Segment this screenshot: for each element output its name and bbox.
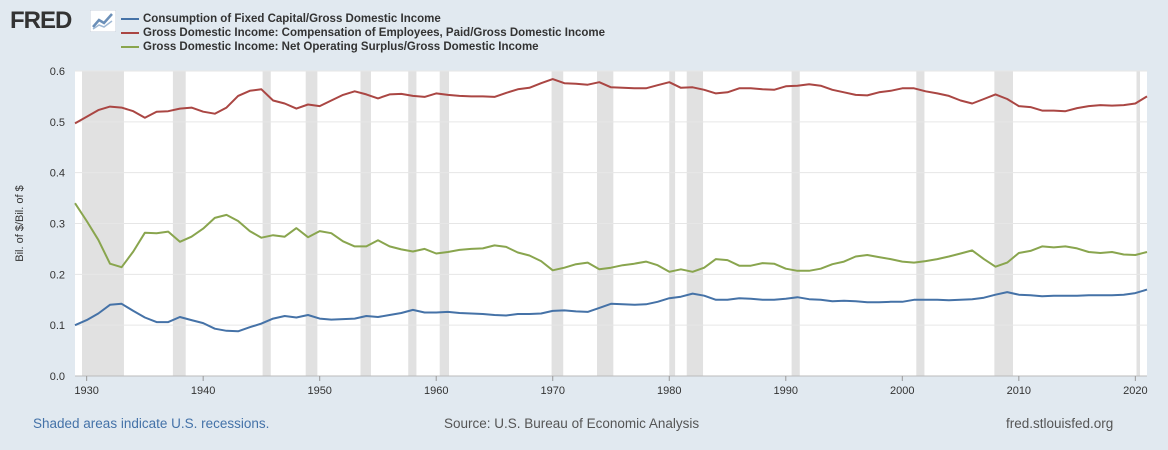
legend-item-compensation[interactable]: Gross Domestic Income: Compensation of E… — [121, 26, 605, 40]
fred-logo-text: FRED — [10, 7, 72, 34]
y-tick-label-0: 0.0 — [50, 371, 65, 383]
recession-note: Shaded areas indicate U.S. recessions. — [33, 416, 270, 431]
y-tick-label-4: 0.4 — [50, 168, 65, 180]
y-axis-title: Bil. of $/Bil. of $ — [14, 185, 26, 261]
legend-swatch-surplus — [121, 46, 139, 48]
x-tick-label-9: 2020 — [1123, 385, 1147, 397]
legend-label-cfc: Consumption of Fixed Capital/Gross Domes… — [143, 13, 441, 25]
legend-item-surplus[interactable]: Gross Domestic Income: Net Operating Sur… — [121, 40, 605, 54]
x-tick-label-6: 1990 — [774, 385, 798, 397]
legend-label-compensation: Gross Domestic Income: Compensation of E… — [143, 27, 606, 39]
source-note: Source: U.S. Bureau of Economic Analysis — [444, 416, 700, 431]
fred-logo[interactable]: FRED — [10, 8, 120, 34]
fred-graph-icon — [90, 10, 116, 32]
series-line-cfc[interactable] — [74, 288, 1148, 333]
x-tick-label-1: 1940 — [191, 385, 215, 397]
legend-label-surplus: Gross Domestic Income: Net Operating Sur… — [143, 41, 539, 53]
series-lines — [74, 78, 1148, 333]
grid-lines — [75, 70, 1147, 377]
y-tick-label-1: 0.1 — [50, 320, 65, 332]
x-tick-label-5: 1980 — [657, 385, 681, 397]
site-link[interactable]: fred.stlouisfed.org — [1006, 416, 1114, 431]
chart-legend: Consumption of Fixed Capital/Gross Domes… — [121, 12, 605, 54]
y-tick-label-2: 0.2 — [50, 269, 65, 281]
x-tick-label-4: 1970 — [540, 385, 564, 397]
x-tick-label-0: 1930 — [74, 385, 98, 397]
series-line-compensation[interactable] — [74, 78, 1148, 125]
x-tick-label-3: 1960 — [424, 385, 448, 397]
y-tick-label-3: 0.3 — [50, 219, 65, 231]
x-tick-label-2: 1950 — [307, 385, 331, 397]
legend-swatch-cfc — [121, 18, 139, 20]
axis-ticks: 0.0 0.1 0.2 0.3 0.4 0.5 0.6 1930 1940 1950 1960 197… — [50, 66, 1148, 397]
x-tick-label-7: 2000 — [890, 385, 914, 397]
legend-swatch-compensation — [121, 32, 139, 34]
line-chart[interactable]: 0.0 0.1 0.2 0.3 0.4 0.5 0.6 1930 1940 1950 1960 197… — [0, 0, 1168, 410]
y-tick-label-6: 0.6 — [50, 66, 65, 78]
x-tick-label-8: 2010 — [1007, 385, 1031, 397]
legend-item-cfc[interactable]: Consumption of Fixed Capital/Gross Domes… — [121, 12, 605, 26]
series-line-surplus[interactable] — [74, 202, 1148, 273]
y-tick-label-5: 0.5 — [50, 117, 65, 129]
